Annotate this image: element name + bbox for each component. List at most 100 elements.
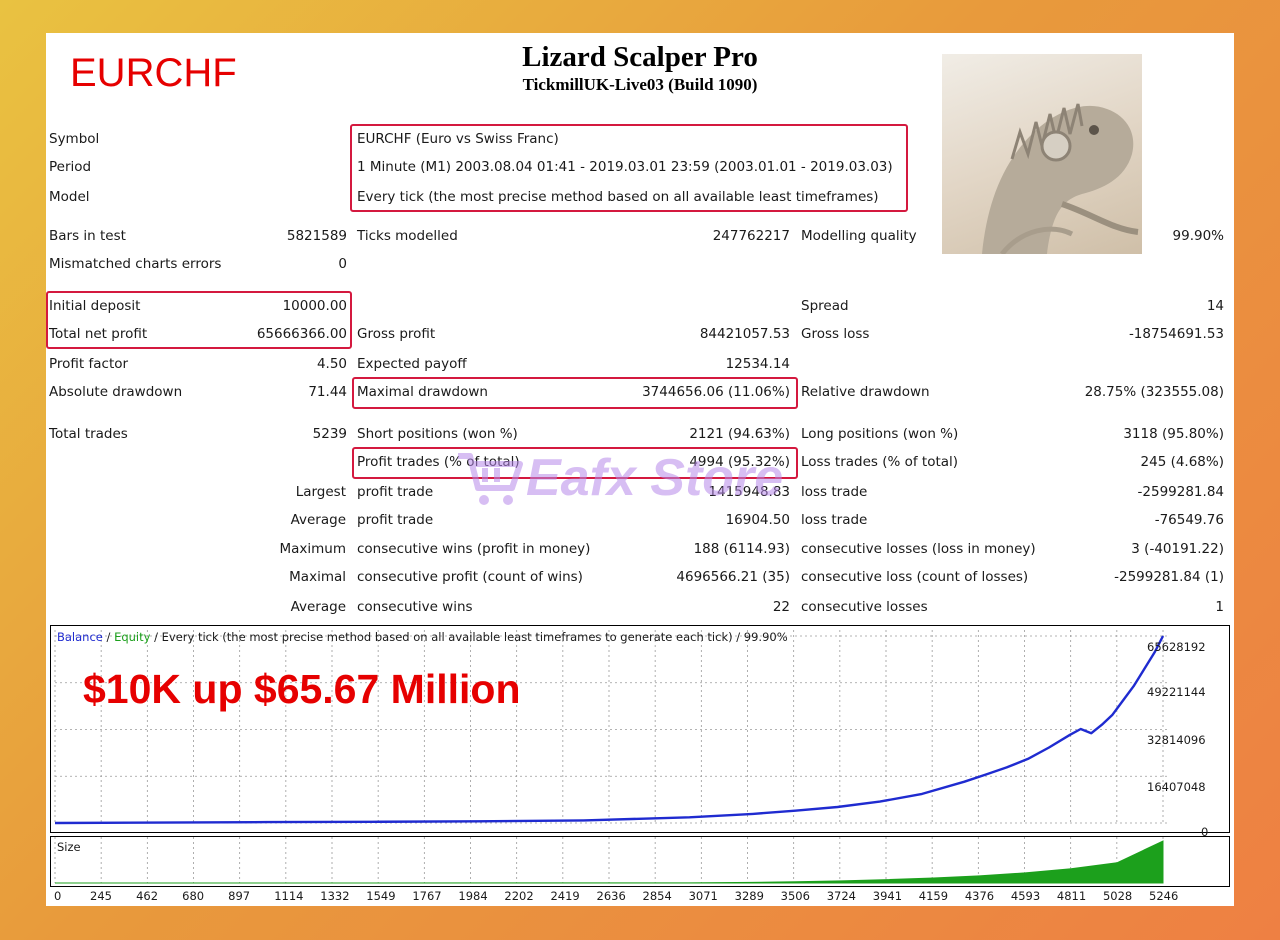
label-maximal-drawdown: Maximal drawdown [357,384,488,400]
iguana-image [942,54,1142,254]
label-gross-loss: Gross loss [801,326,870,342]
label-spread: Spread [801,298,849,314]
value-average-profit: 16904.50 [725,512,790,528]
value-average-loss: -76549.76 [1154,512,1224,528]
info-label-period: Period [49,159,92,175]
label-long-positions: Long positions (won %) [801,426,959,442]
report-panel: EURCHF Lizard Scalper Pro TickmillUK-Liv… [46,33,1234,906]
value-gross-profit: 84421057.53 [699,326,790,342]
label-total-net-profit: Total net profit [49,326,148,342]
x-tick-label: 4376 [964,889,995,903]
value-maximal-profit: 4696566.21 (35) [676,569,790,585]
label-modelling-quality: Modelling quality [801,228,917,244]
size-chart-svg [54,837,1164,884]
x-tick-label: 3071 [688,889,718,903]
x-tick-label: 462 [136,889,159,903]
report-title: Lizard Scalper Pro [522,41,758,73]
label-short-positions: Short positions (won %) [357,426,518,442]
value-modelling-quality: 99.90% [1172,228,1224,244]
size-label: Size [57,840,81,854]
value-profit-trades: 4994 (95.32%) [689,454,790,470]
label-maximum-prefix: Maximum [279,541,346,557]
x-tick-label: 0 [54,889,62,903]
balance-chart: Balance / Equity / Every tick (the most … [50,625,1230,839]
x-tick-label: 3506 [780,889,810,903]
label-maximum-profit: consecutive wins (profit in money) [357,541,591,557]
x-tick-label: 680 [182,889,205,903]
legend-balance: Balance [57,630,103,644]
promo-annotation: $10K up $65.67 Million [83,666,521,712]
label-initial-deposit: Initial deposit [49,298,141,314]
value-largest-profit: 1415948.83 [708,484,790,500]
x-tick-label: 897 [228,889,251,903]
value-expected-payoff: 12534.14 [725,356,790,372]
x-tick-label: 3941 [872,889,903,903]
value-loss-trades: 245 (4.68%) [1140,454,1224,470]
chart-legend: Balance / Equity / Every tick (the most … [57,630,788,644]
label-average-prefix: Average [290,512,346,528]
info-label-model: Model [49,189,90,205]
label-gross-profit: Gross profit [357,326,436,342]
y-tick-label: 65628192 [1147,640,1206,654]
x-tick-label: 1984 [458,889,488,903]
value-long-positions: 3118 (95.80%) [1123,426,1224,442]
label-mismatched: Mismatched charts errors [49,256,222,272]
value-profit-factor: 4.50 [316,356,347,372]
value-mismatched: 0 [338,256,347,272]
legend-rest: / Every tick (the most precise method ba… [150,630,788,644]
x-tick-label: 1549 [366,889,396,903]
size-chart: Size [50,836,1230,887]
x-tick-label: 4811 [1056,889,1087,903]
label-total-trades: Total trades [49,426,128,442]
symbol-heading: EURCHF [70,51,237,95]
label-largest-loss: loss trade [801,484,868,500]
legend-sep: / [102,630,115,644]
value-ticks-modelled: 247762217 [712,228,790,244]
watermark: Eafx Store [454,446,834,514]
value-maximum-loss: 3 (-40191.22) [1131,541,1224,557]
watermark-text: Eafx Store [526,449,784,507]
label-largest-prefix: Largest [295,484,346,500]
value-total-net-profit: 65666366.00 [256,326,347,342]
x-tick-label: 4593 [1010,889,1041,903]
x-tick-label: 3724 [826,889,856,903]
value-initial-deposit: 10000.00 [282,298,347,314]
balance-series-line [54,635,1165,825]
highlight-box-profit-trades [352,447,798,479]
value-absolute-drawdown: 71.44 [308,384,347,400]
label-maximal-profit: consecutive profit (count of wins) [357,569,583,585]
x-tick-label: 4159 [918,889,949,903]
value-avg-consec-losses: 1 [1215,599,1224,615]
label-profit-factor: Profit factor [49,356,129,372]
value-maximal-drawdown: 3744656.06 (11.06%) [642,384,790,400]
label-bars-in-test: Bars in test [49,228,126,244]
x-tick-label: 2636 [596,889,626,903]
label-maximum-loss: consecutive losses (loss in money) [801,541,1036,557]
value-spread: 14 [1206,298,1224,314]
x-tick-label: 2202 [504,889,534,903]
label-ticks-modelled: Ticks modelled [357,228,458,244]
label-maximal-loss: consecutive loss (count of losses) [801,569,1029,585]
info-label-symbol: Symbol [49,131,100,147]
highlight-box-info [350,124,908,212]
value-short-positions: 2121 (94.63%) [689,426,790,442]
info-value-period: 1 Minute (M1) 2003.08.04 01:41 - 2019.03… [357,159,893,175]
balance-chart-svg [54,630,1169,825]
label-avg-consec-losses: consecutive losses [801,599,928,615]
label-average-loss: loss trade [801,512,868,528]
x-tick-label: 1114 [274,889,304,903]
value-maximum-profit: 188 (6114.93) [693,541,790,557]
value-largest-loss: -2599281.84 [1137,484,1224,500]
legend-equity: Equity [114,630,151,644]
label-relative-drawdown: Relative drawdown [801,384,930,400]
y-tick-label: 32814096 [1147,733,1206,747]
value-bars-in-test: 5821589 [286,228,347,244]
x-tick-label: 1332 [320,889,350,903]
y-tick-label: 49221144 [1147,685,1206,699]
y-tick-label: 16407048 [1147,780,1206,794]
value-relative-drawdown: 28.75% (323555.08) [1084,384,1224,400]
x-tick-label: 3289 [734,889,764,903]
highlight-box-deposit [46,291,352,349]
value-maximal-loss: -2599281.84 (1) [1114,569,1224,585]
x-tick-label: 5028 [1102,889,1133,903]
